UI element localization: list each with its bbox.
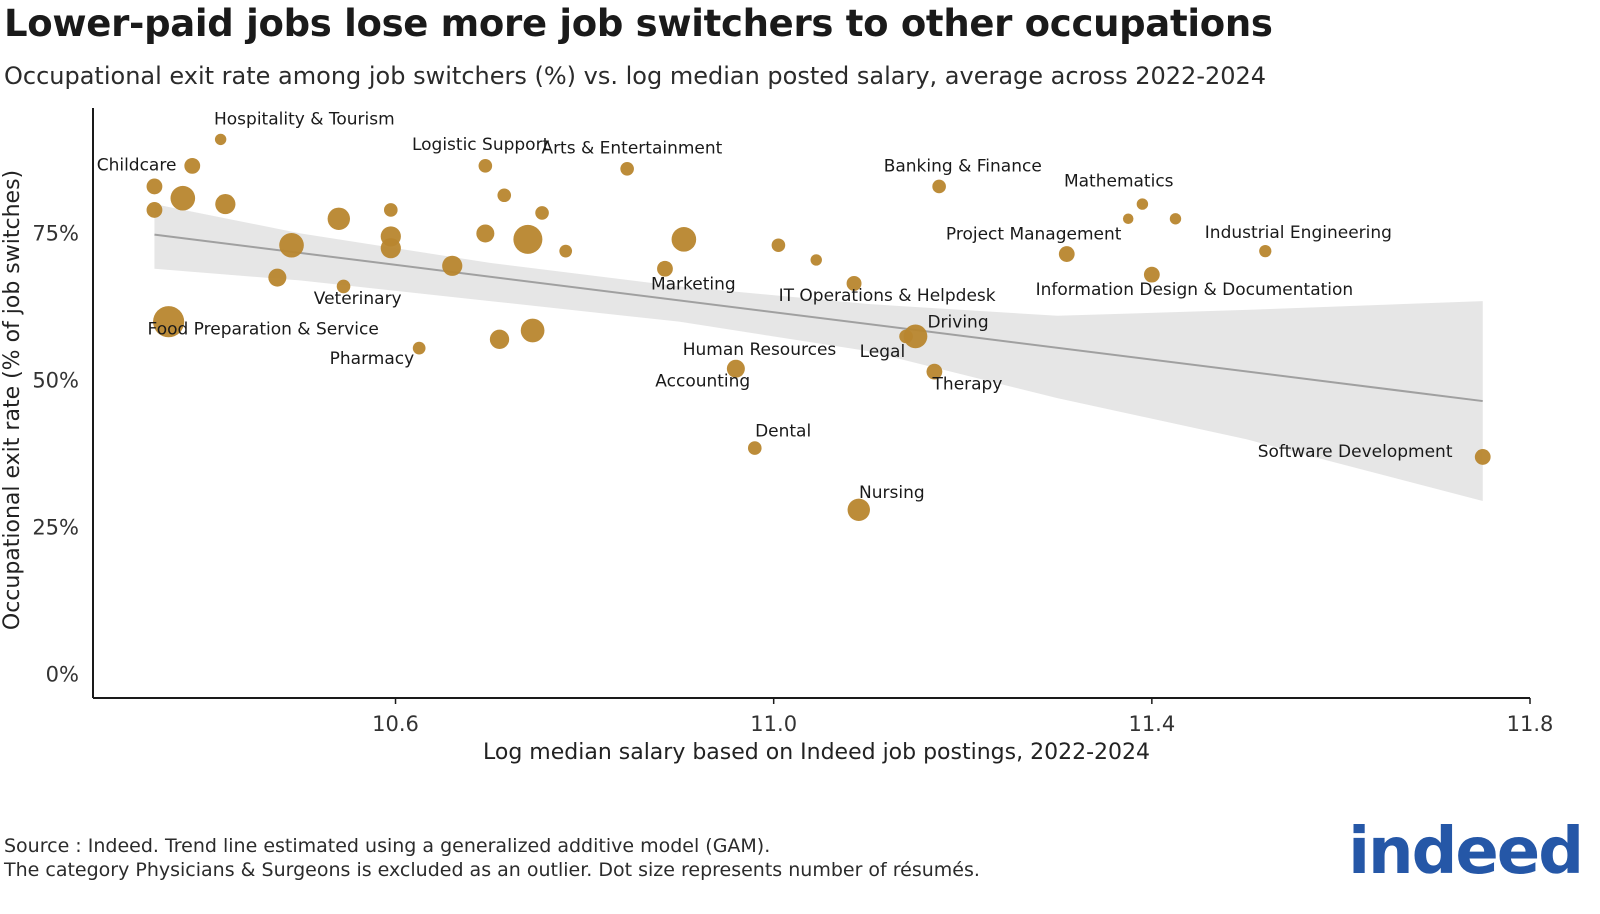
confidence-band	[154, 204, 1483, 502]
point-label: Software Development	[1258, 442, 1453, 462]
point-label: Arts & Entertainment	[541, 139, 722, 159]
x-tick-label: 10.6	[372, 712, 419, 736]
data-point	[380, 238, 401, 259]
data-point	[170, 185, 196, 211]
x-axis-title: Log median salary based on Indeed job po…	[483, 740, 1150, 765]
data-point	[215, 193, 236, 215]
data-point	[771, 238, 786, 253]
data-point	[214, 133, 227, 146]
data-point	[1143, 266, 1160, 283]
point-label: Logistic Support	[412, 135, 550, 155]
point-label: Dental	[755, 421, 811, 441]
point-label: Banking & Finance	[884, 157, 1042, 177]
data-point	[847, 498, 870, 522]
point-label: Information Design & Documentation	[1036, 280, 1354, 300]
data-point	[810, 254, 822, 266]
data-point	[903, 324, 928, 349]
x-tick-label: 11.8	[1507, 712, 1554, 736]
x-tick-label: 11.0	[750, 712, 797, 736]
data-point	[146, 178, 163, 195]
trend-line	[154, 233, 1483, 403]
point-label: Pharmacy	[330, 349, 415, 369]
data-point	[671, 227, 697, 252]
data-point	[476, 224, 495, 243]
source-note: Source : Indeed. Trend line estimated us…	[4, 835, 771, 857]
data-point	[926, 363, 943, 380]
data-point	[146, 202, 163, 218]
data-point	[513, 224, 543, 254]
point-label: Therapy	[932, 374, 1003, 394]
point-label: Industrial Engineering	[1205, 223, 1392, 243]
point-label: Nursing	[859, 483, 925, 503]
point-label: IT Operations & Helpdesk	[779, 286, 996, 306]
data-point	[383, 203, 398, 217]
data-point	[268, 268, 287, 287]
data-point	[846, 276, 862, 291]
point-label: Food Preparation & Service	[148, 320, 379, 340]
data-point	[1169, 213, 1182, 225]
point-label: Veterinary	[314, 289, 402, 309]
chart-title: Lower-paid jobs lose more job switchers …	[4, 2, 1273, 45]
data-point	[497, 188, 512, 203]
point-label: Mathematics	[1064, 171, 1174, 191]
y-tick-label: 0%	[46, 662, 79, 686]
data-point	[184, 157, 201, 174]
data-point	[559, 244, 573, 258]
point-label: Project Management	[946, 224, 1122, 244]
data-point	[489, 329, 510, 349]
point-label: Hospitality & Tourism	[214, 110, 395, 130]
point-label: Driving	[927, 313, 988, 333]
data-point	[1259, 244, 1272, 258]
data-point	[932, 179, 946, 194]
scatter-chart: 10.6 11.0 11.4 11.8 0% 25% 50% 75% Log median sa…	[0, 108, 1554, 765]
data-point	[279, 232, 304, 258]
data-point	[1136, 198, 1149, 210]
data-point	[1122, 213, 1134, 225]
chart-subtitle: Occupational exit rate among job switche…	[4, 62, 1267, 90]
y-tick-label: 25%	[32, 515, 79, 539]
data-point	[899, 329, 913, 344]
point-label: Childcare	[97, 156, 177, 176]
point-label: Marketing	[651, 274, 736, 294]
data-point	[747, 441, 762, 455]
data-point	[1474, 449, 1491, 465]
point-label: Accounting	[655, 371, 750, 391]
indeed-logo: indeed	[1348, 815, 1584, 889]
data-point	[620, 162, 634, 176]
data-point	[478, 159, 493, 173]
data-point	[412, 341, 426, 355]
data-point	[726, 359, 745, 378]
y-axis-title: Occupational exit rate (% of job switche…	[0, 170, 25, 630]
data-point	[327, 207, 351, 230]
data-point	[535, 206, 549, 220]
x-tick-label: 11.4	[1128, 712, 1175, 736]
data-point	[1058, 246, 1075, 262]
y-tick-label: 50%	[32, 368, 79, 392]
point-label: Human Resources	[683, 340, 837, 360]
y-tick-label: 75%	[32, 221, 79, 245]
data-point	[520, 318, 545, 343]
data-point	[442, 255, 463, 276]
data-point	[336, 279, 351, 294]
outlier-note: The category Physicians & Surgeons is ex…	[4, 859, 980, 881]
point-label: Legal	[860, 342, 906, 362]
data-point	[153, 306, 185, 338]
data-point	[657, 260, 673, 277]
